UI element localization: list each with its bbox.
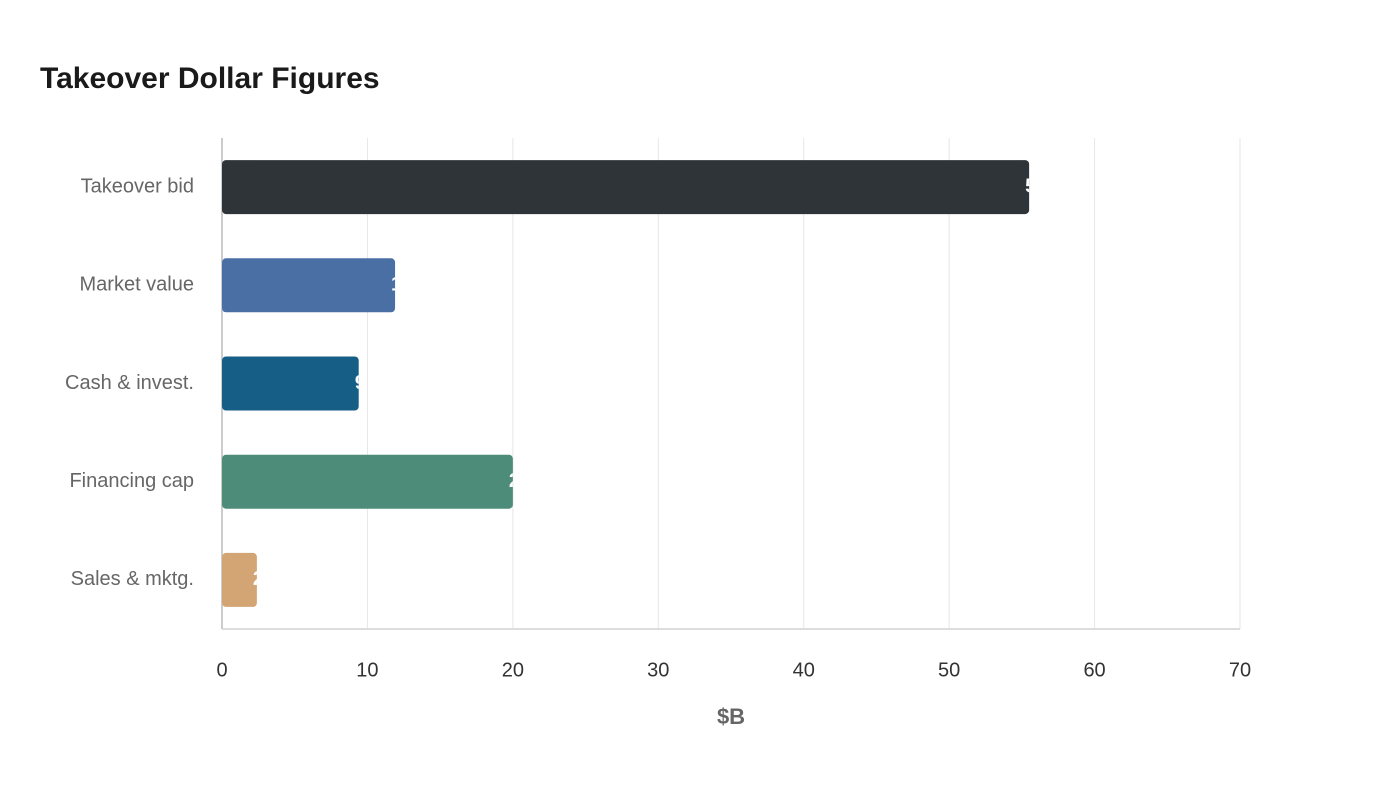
- bar: [222, 454, 513, 509]
- x-tick-label: 60: [1083, 659, 1105, 681]
- x-tick-label: 20: [502, 659, 524, 681]
- value-label: 55.5: [1025, 175, 1064, 197]
- y-tick-label: Financing cap: [69, 470, 194, 492]
- bar: [222, 356, 359, 411]
- value-label: 9.4: [355, 372, 384, 394]
- x-tick-label: 50: [938, 659, 960, 681]
- y-tick-label: Takeover bid: [81, 175, 194, 197]
- chart-title: Takeover Dollar Figures: [40, 62, 380, 95]
- bar: [222, 258, 396, 313]
- x-tick-label: 10: [356, 659, 378, 681]
- y-tick-label: Market value: [80, 274, 195, 296]
- x-tick-label: 30: [647, 659, 669, 681]
- value-label: 20: [509, 470, 531, 492]
- bar: [222, 160, 1030, 215]
- y-tick-label: Sales & mktg.: [71, 568, 194, 590]
- bar: [222, 552, 257, 607]
- x-tick-label: 70: [1229, 659, 1251, 681]
- x-axis-label: $B: [717, 704, 745, 729]
- value-label: 2.4: [253, 568, 282, 590]
- y-tick-label: Cash & invest.: [65, 372, 194, 394]
- x-tick-label: 40: [793, 659, 815, 681]
- x-tick-label: 0: [216, 659, 227, 681]
- value-label: 11.9: [391, 274, 429, 296]
